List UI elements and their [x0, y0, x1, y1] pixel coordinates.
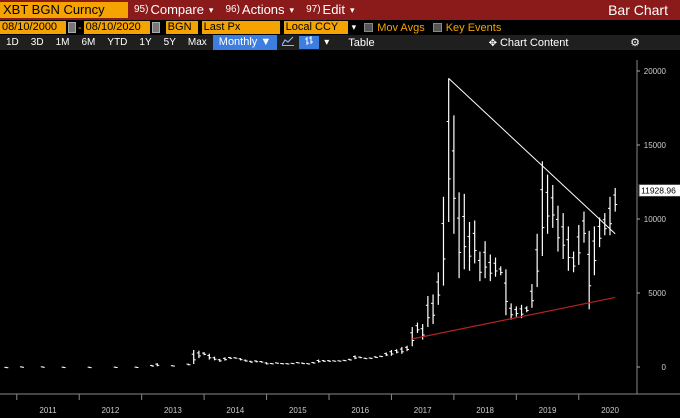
- x-tick-label: 2012: [102, 406, 120, 415]
- date-separator: -: [78, 21, 82, 34]
- chevron-down-icon: ▾: [208, 5, 214, 15]
- resistance-trendline: [448, 78, 616, 235]
- gear-icon[interactable]: ⚙: [630, 37, 640, 49]
- chevron-down-icon: ▾: [349, 5, 355, 15]
- end-date-input[interactable]: 08/10/2020: [83, 21, 150, 34]
- table-button[interactable]: Table: [348, 36, 375, 49]
- mov-avgs-label: Mov Avgs: [377, 21, 425, 34]
- calendar-icon[interactable]: [151, 22, 160, 33]
- x-tick-label: 2015: [289, 406, 307, 415]
- frequency-select[interactable]: Monthly ▼: [212, 35, 278, 50]
- field-select[interactable]: Last Px: [201, 21, 280, 34]
- compare-menu[interactable]: 95) Compare ▾: [128, 0, 219, 20]
- chart-content-label: Chart Content: [499, 36, 569, 49]
- price-bars: [4, 78, 618, 369]
- ticker-field[interactable]: XBT BGN Curncy: [0, 2, 128, 18]
- edit-menu[interactable]: 97) Edit ▾: [300, 0, 360, 20]
- period-1m[interactable]: 1M: [55, 37, 70, 48]
- mov-avgs-checkbox[interactable]: [364, 23, 374, 32]
- period-bar: 1D 3D 1M 6M YTD 1Y 5Y Max Monthly ▼ ▾ Ta…: [0, 35, 680, 50]
- x-tick-label: 2011: [39, 406, 57, 415]
- line-chart-icon[interactable]: [277, 36, 299, 49]
- period-3d[interactable]: 3D: [30, 37, 44, 48]
- cursor-arrow-icon: ✥: [488, 37, 497, 49]
- period-6m[interactable]: 6M: [81, 37, 96, 48]
- last-price-label: 11928.96: [641, 185, 676, 195]
- y-tick-label: 0: [662, 363, 667, 372]
- last-price-badge: [638, 183, 680, 197]
- chevron-down-icon[interactable]: ▾: [324, 37, 330, 48]
- period-1y[interactable]: 1Y: [139, 37, 152, 48]
- bar-chart-icon[interactable]: [299, 36, 320, 49]
- x-tick-label: 2018: [476, 406, 494, 415]
- period-5y[interactable]: 5Y: [163, 37, 176, 48]
- date-range-bar: 08/10/2000 - 08/10/2020 BGN Last Px Loca…: [0, 20, 680, 35]
- x-tick-label: 2017: [414, 406, 432, 415]
- period-max[interactable]: Max: [187, 37, 207, 48]
- chevron-down-icon[interactable]: ▾: [351, 22, 357, 32]
- actions-menu-label: Actions: [241, 2, 285, 17]
- x-tick-label: 2014: [226, 406, 244, 415]
- chevron-down-icon: ▾: [289, 5, 295, 15]
- x-tick-label: 2016: [351, 406, 369, 415]
- chart-content-button[interactable]: ✥ Chart Content: [485, 37, 573, 49]
- support-trendline: [412, 296, 616, 340]
- x-axis: 2011 2012 2013 2014 2015 2016 2017 2018 2019 2020: [16, 394, 619, 415]
- currency-select[interactable]: Local CCY: [283, 21, 348, 34]
- key-events-checkbox[interactable]: [432, 23, 442, 32]
- y-tick-label: 10000: [644, 215, 667, 224]
- x-tick-label: 2013: [164, 406, 182, 415]
- y-tick-label: 20000: [644, 67, 667, 76]
- y-tick-label: 15000: [644, 141, 667, 150]
- compare-menu-label: Compare: [150, 2, 204, 17]
- period-1d[interactable]: 1D: [6, 37, 19, 48]
- chart-grid: [0, 60, 680, 395]
- y-tick-label: 5000: [648, 289, 666, 298]
- chart-type-title: Bar Chart: [608, 2, 668, 18]
- start-date-input[interactable]: 08/10/2000: [0, 21, 66, 34]
- edit-menu-number: 97): [306, 4, 321, 15]
- y-axis: 0 5000 10000 15000 20000 11928.96: [637, 67, 680, 372]
- x-tick-label: 2019: [539, 406, 557, 415]
- top-toolbar: XBT BGN Curncy 95) Compare ▾ 96) Actions…: [0, 0, 680, 20]
- compare-menu-number: 95): [134, 4, 149, 15]
- x-tick-label: 2020: [601, 406, 619, 415]
- actions-menu[interactable]: 96) Actions ▾: [219, 0, 300, 20]
- calendar-icon[interactable]: [68, 22, 76, 33]
- period-ytd[interactable]: YTD: [107, 37, 128, 48]
- trend-lines: [412, 78, 616, 340]
- key-events-label: Key Events: [445, 21, 502, 34]
- source-input[interactable]: BGN: [165, 21, 198, 34]
- edit-menu-label: Edit: [322, 2, 345, 17]
- actions-menu-number: 96): [225, 4, 240, 15]
